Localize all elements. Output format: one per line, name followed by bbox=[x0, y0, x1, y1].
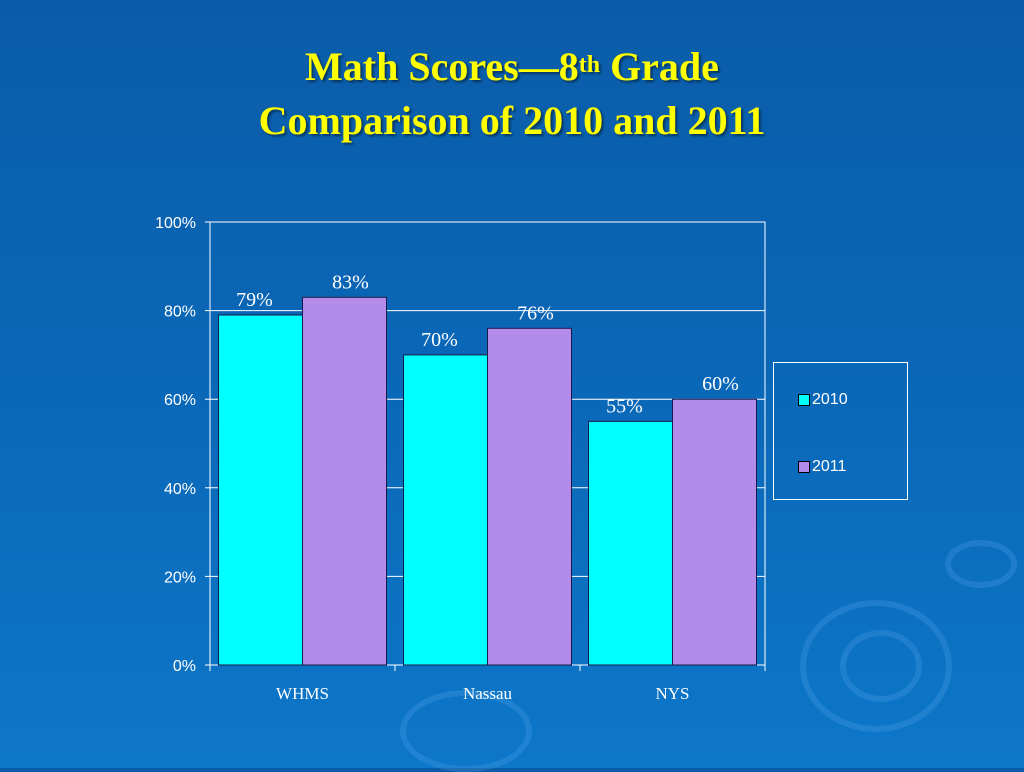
bar-2010-Nassau bbox=[403, 354, 488, 666]
y-tick-label: 100% bbox=[155, 215, 196, 232]
title-line-1: Math Scores—8th Grade bbox=[305, 44, 719, 89]
legend-swatch-2011 bbox=[798, 461, 810, 473]
background-ripple-decoration bbox=[840, 630, 922, 702]
bar-2011-NYS bbox=[672, 398, 757, 666]
data-label: 60% bbox=[702, 373, 739, 395]
data-label: 79% bbox=[236, 289, 273, 311]
bar-2010-NYS bbox=[588, 420, 673, 666]
background-ripple-decoration bbox=[945, 540, 1017, 588]
data-label: 70% bbox=[421, 329, 458, 351]
legend-label-2011: 2011 bbox=[812, 458, 847, 475]
title-line-2: Comparison of 2010 and 2011 bbox=[258, 98, 766, 143]
y-tick-label: 40% bbox=[164, 481, 196, 498]
bar-2010-WHMS bbox=[218, 314, 303, 666]
legend-item-2011: 2011 bbox=[798, 458, 847, 476]
legend-label-2010: 2010 bbox=[812, 391, 848, 408]
y-tick-label: 60% bbox=[164, 392, 196, 409]
data-label: 76% bbox=[517, 302, 554, 324]
slide-title: Math Scores—8th Grade Comparison of 2010… bbox=[0, 40, 1024, 148]
background-ripple-decoration bbox=[800, 600, 952, 732]
y-tick-label: 80% bbox=[164, 304, 196, 321]
y-tick-label: 20% bbox=[164, 569, 196, 586]
data-label: 83% bbox=[332, 271, 369, 293]
legend-item-2010: 2010 bbox=[798, 391, 848, 409]
bar-2011-Nassau bbox=[487, 327, 572, 666]
bar-2011-WHMS bbox=[302, 296, 387, 666]
x-tick-label: NYS bbox=[655, 684, 689, 703]
legend-swatch-2010 bbox=[798, 394, 810, 406]
x-tick-label: WHMS bbox=[276, 684, 329, 703]
x-tick-label: Nassau bbox=[463, 684, 513, 703]
y-tick-label: 0% bbox=[173, 658, 196, 675]
chart-legend: 2010 2011 bbox=[773, 362, 908, 500]
data-label: 55% bbox=[606, 395, 643, 417]
